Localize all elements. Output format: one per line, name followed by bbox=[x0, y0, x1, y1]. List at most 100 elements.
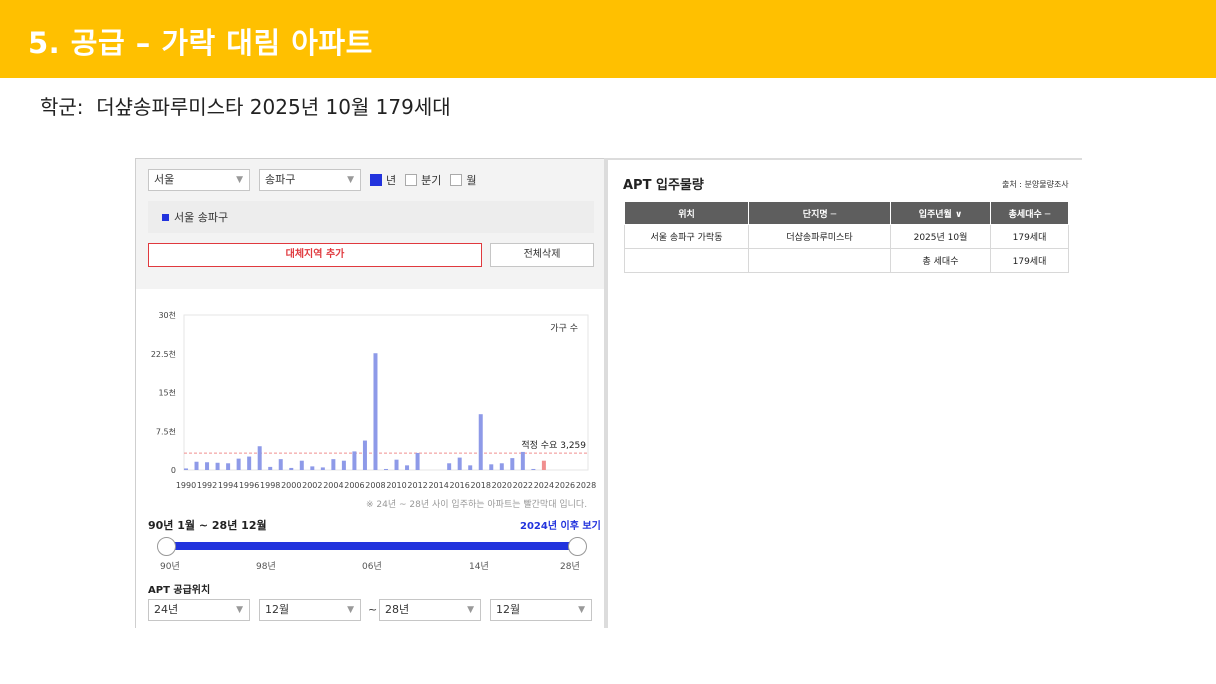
bar bbox=[384, 468, 388, 470]
panel-top-border bbox=[608, 158, 1082, 160]
x-tick-label: 2010 bbox=[386, 481, 406, 490]
chevron-down-icon: ▼ bbox=[347, 605, 354, 615]
bar bbox=[541, 460, 546, 470]
bar bbox=[247, 456, 252, 470]
from-month-value: 12월 bbox=[265, 603, 290, 616]
bar bbox=[478, 414, 483, 470]
table-cell bbox=[624, 248, 749, 273]
col-complex-sort[interactable]: 단지명 ─ bbox=[748, 201, 891, 225]
district-select-value: 송파구 bbox=[265, 173, 296, 186]
x-tick-label: 1996 bbox=[239, 481, 259, 490]
table-cell: 179세대 bbox=[990, 224, 1069, 249]
slider-handle-start[interactable] bbox=[157, 537, 176, 556]
x-tick-label: 2020 bbox=[492, 481, 512, 490]
y-tick-label: 7.5천 bbox=[156, 426, 176, 436]
supply-filter-panel: 서울 ▼ 송파구 ▼ 년 분기 월 서울 송파구 대체지역 추가 전체삭제 30… bbox=[135, 158, 607, 628]
period-range-label: 90년 1월 ~ 28년 12월 bbox=[148, 519, 267, 532]
add-region-button[interactable]: 대체지역 추가 bbox=[148, 243, 482, 267]
slider-handle-end[interactable] bbox=[568, 537, 587, 556]
x-tick-label: 2018 bbox=[471, 481, 491, 490]
chevron-down-icon: ▼ bbox=[236, 175, 243, 185]
bar bbox=[468, 465, 473, 470]
table-header-row: 위치 단지명 ─ 입주년월 ∨ 총세대수 ─ bbox=[624, 201, 1069, 225]
x-tick-label: 2026 bbox=[555, 481, 575, 490]
from-month-select[interactable]: 12월 ▼ bbox=[259, 599, 361, 621]
checkbox-year[interactable] bbox=[370, 174, 382, 186]
panel-divider bbox=[604, 158, 608, 628]
x-tick-label: 2008 bbox=[365, 481, 385, 490]
bar bbox=[447, 463, 452, 470]
bar bbox=[236, 458, 241, 470]
to-year-select[interactable]: 28년 ▼ bbox=[379, 599, 481, 621]
bar bbox=[520, 451, 525, 470]
bar bbox=[226, 463, 231, 470]
bar bbox=[457, 457, 462, 470]
region-color-swatch bbox=[162, 214, 169, 221]
district-select[interactable]: 송파구 ▼ bbox=[259, 169, 361, 191]
bar bbox=[341, 460, 346, 470]
bar bbox=[352, 451, 357, 470]
bar bbox=[184, 468, 188, 470]
table-cell: 179세대 bbox=[990, 248, 1069, 273]
period-slider-track[interactable] bbox=[166, 542, 578, 550]
selected-region-box: 서울 송파구 bbox=[148, 201, 594, 233]
to-year-value: 28년 bbox=[385, 603, 410, 616]
table-cell: 총 세대수 bbox=[890, 248, 991, 273]
x-tick-label: 2012 bbox=[407, 481, 427, 490]
bar bbox=[205, 462, 210, 470]
subtitle: 학군: 더샾송파루미스타 2025년 10월 179세대 bbox=[40, 95, 451, 119]
checkbox-month[interactable] bbox=[450, 174, 463, 186]
bar bbox=[362, 440, 367, 470]
table-cell: 더샵송파루미스타 bbox=[748, 224, 891, 249]
bar bbox=[310, 466, 315, 470]
x-tick-label: 2028 bbox=[576, 481, 596, 490]
x-tick-label: 1992 bbox=[197, 481, 217, 490]
x-tick-label: 2002 bbox=[302, 481, 322, 490]
table-cell: 2025년 10월 bbox=[890, 224, 991, 249]
y-tick-label: 0 bbox=[171, 466, 176, 475]
apt-supply-title: APT 입주물량 bbox=[623, 178, 704, 193]
bar bbox=[320, 467, 325, 470]
x-tick-label: 2004 bbox=[323, 481, 343, 490]
delete-all-button[interactable]: 전체삭제 bbox=[490, 243, 594, 267]
chart-note: ※ 24년 ~ 28년 사이 입주하는 아파트는 빨간막대 입니다. bbox=[366, 500, 588, 510]
table-row: 서울 송파구 가락동 더샵송파루미스타 2025년 10월 179세대 bbox=[624, 224, 1069, 249]
col-households-sort[interactable]: 총세대수 ─ bbox=[990, 201, 1069, 225]
to-month-value: 12월 bbox=[496, 603, 521, 616]
y-tick-label: 30천 bbox=[158, 310, 176, 320]
bar bbox=[373, 353, 378, 470]
slider-tick: 28년 bbox=[560, 562, 580, 572]
page-title: 5. 공급 – 가락 대림 아파트 bbox=[28, 26, 373, 60]
checkbox-quarter[interactable] bbox=[405, 174, 418, 186]
slider-tick: 98년 bbox=[256, 562, 276, 572]
chevron-down-icon: ▼ bbox=[467, 605, 474, 615]
checkbox-year-label: 년 bbox=[386, 174, 397, 187]
bar bbox=[405, 465, 410, 470]
x-tick-label: 1990 bbox=[176, 481, 196, 490]
city-select[interactable]: 서울 ▼ bbox=[148, 169, 250, 191]
col-move-in-sort[interactable]: 입주년월 ∨ bbox=[890, 201, 991, 225]
chevron-down-icon: ▼ bbox=[347, 175, 354, 185]
x-tick-label: 2024 bbox=[534, 481, 554, 490]
selected-region-label: 서울 송파구 bbox=[174, 211, 229, 224]
bar bbox=[510, 458, 515, 470]
bar bbox=[331, 459, 336, 470]
checkbox-quarter-label: 분기 bbox=[421, 174, 442, 187]
x-tick-label: 1994 bbox=[218, 481, 238, 490]
chevron-down-icon: ▼ bbox=[578, 605, 585, 615]
x-tick-label: 2016 bbox=[450, 481, 470, 490]
bar bbox=[531, 468, 536, 470]
to-month-select[interactable]: 12월 ▼ bbox=[490, 599, 592, 621]
after-2024-link[interactable]: 2024년 이후 보기 bbox=[520, 521, 601, 532]
chart-legend: 가구 수 bbox=[550, 323, 578, 334]
slider-tick: 90년 bbox=[160, 562, 180, 572]
slider-tick: 14년 bbox=[469, 562, 489, 572]
table-cell bbox=[748, 248, 891, 273]
x-tick-label: 2000 bbox=[281, 481, 301, 490]
bar bbox=[499, 463, 504, 470]
bar bbox=[194, 461, 199, 470]
bar bbox=[394, 459, 399, 470]
from-year-select[interactable]: 24년 ▼ bbox=[148, 599, 250, 621]
apt-supply-table: 위치 단지명 ─ 입주년월 ∨ 총세대수 ─ 서울 송파구 가락동 더샵송파루미… bbox=[624, 201, 1069, 273]
